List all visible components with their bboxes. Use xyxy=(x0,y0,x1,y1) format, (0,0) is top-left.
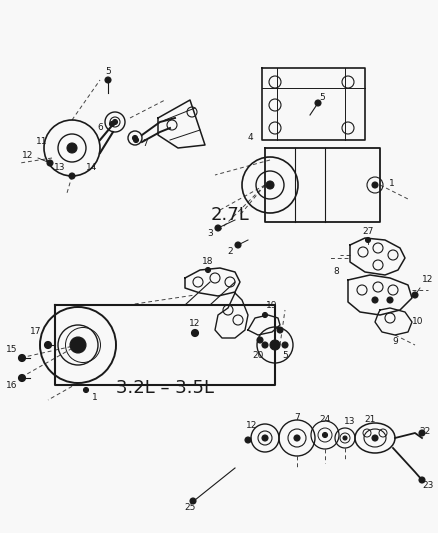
Text: 14: 14 xyxy=(86,164,98,173)
Circle shape xyxy=(262,312,268,318)
Circle shape xyxy=(67,143,77,153)
Circle shape xyxy=(18,354,25,361)
Circle shape xyxy=(365,238,371,243)
Circle shape xyxy=(277,327,283,333)
Circle shape xyxy=(191,329,198,336)
Circle shape xyxy=(110,122,114,126)
Circle shape xyxy=(257,337,263,343)
Circle shape xyxy=(387,297,393,303)
Circle shape xyxy=(262,342,268,348)
Text: 17: 17 xyxy=(30,327,42,336)
Circle shape xyxy=(343,436,347,440)
Text: 22: 22 xyxy=(419,427,431,437)
Circle shape xyxy=(282,342,288,348)
Circle shape xyxy=(70,337,86,353)
Text: 9: 9 xyxy=(392,337,398,346)
Text: 7: 7 xyxy=(294,414,300,423)
Text: 5: 5 xyxy=(282,351,288,359)
Circle shape xyxy=(372,182,378,188)
Text: 12: 12 xyxy=(246,421,258,430)
Text: 25: 25 xyxy=(184,504,196,513)
Circle shape xyxy=(205,268,211,272)
Text: 6: 6 xyxy=(97,123,103,132)
Text: 3.2L – 3.5L: 3.2L – 3.5L xyxy=(116,379,214,397)
Text: 4: 4 xyxy=(247,133,253,141)
Text: 11: 11 xyxy=(36,138,48,147)
Circle shape xyxy=(69,173,75,179)
Text: 12: 12 xyxy=(189,319,201,327)
Circle shape xyxy=(419,430,425,436)
Circle shape xyxy=(133,135,138,141)
Text: 5: 5 xyxy=(105,67,111,76)
Text: 12: 12 xyxy=(422,276,434,285)
Circle shape xyxy=(113,119,117,125)
Circle shape xyxy=(412,292,418,298)
Circle shape xyxy=(315,100,321,106)
Text: 27: 27 xyxy=(362,228,374,237)
Circle shape xyxy=(372,297,378,303)
Circle shape xyxy=(322,432,328,438)
Circle shape xyxy=(47,160,53,166)
Text: 1: 1 xyxy=(389,179,395,188)
Text: 7: 7 xyxy=(142,139,148,148)
Text: 21: 21 xyxy=(364,416,376,424)
Circle shape xyxy=(294,435,300,441)
Circle shape xyxy=(134,138,138,142)
Circle shape xyxy=(262,435,268,441)
Circle shape xyxy=(18,375,25,382)
Text: 2: 2 xyxy=(227,247,233,256)
Text: 13: 13 xyxy=(54,164,66,173)
Text: 5: 5 xyxy=(319,93,325,101)
Circle shape xyxy=(372,435,378,441)
Circle shape xyxy=(84,387,88,392)
Circle shape xyxy=(266,181,274,189)
Text: 8: 8 xyxy=(333,268,339,277)
Text: 3: 3 xyxy=(207,229,213,238)
Circle shape xyxy=(245,437,251,443)
Text: 1: 1 xyxy=(92,393,98,402)
Circle shape xyxy=(235,242,241,248)
Circle shape xyxy=(190,498,196,504)
Text: 15: 15 xyxy=(6,345,18,354)
Text: 23: 23 xyxy=(422,481,434,490)
Text: 20: 20 xyxy=(252,351,264,359)
Circle shape xyxy=(215,225,221,231)
Text: 12: 12 xyxy=(22,150,34,159)
Text: 24: 24 xyxy=(319,416,331,424)
Text: 2.7L: 2.7L xyxy=(211,206,249,224)
Circle shape xyxy=(45,342,52,349)
Text: 19: 19 xyxy=(266,301,278,310)
Text: 13: 13 xyxy=(344,417,356,426)
Text: 10: 10 xyxy=(412,318,424,327)
Circle shape xyxy=(105,77,111,83)
Text: 16: 16 xyxy=(6,381,18,390)
Circle shape xyxy=(419,477,425,483)
Circle shape xyxy=(270,340,280,350)
Text: 18: 18 xyxy=(202,257,214,266)
